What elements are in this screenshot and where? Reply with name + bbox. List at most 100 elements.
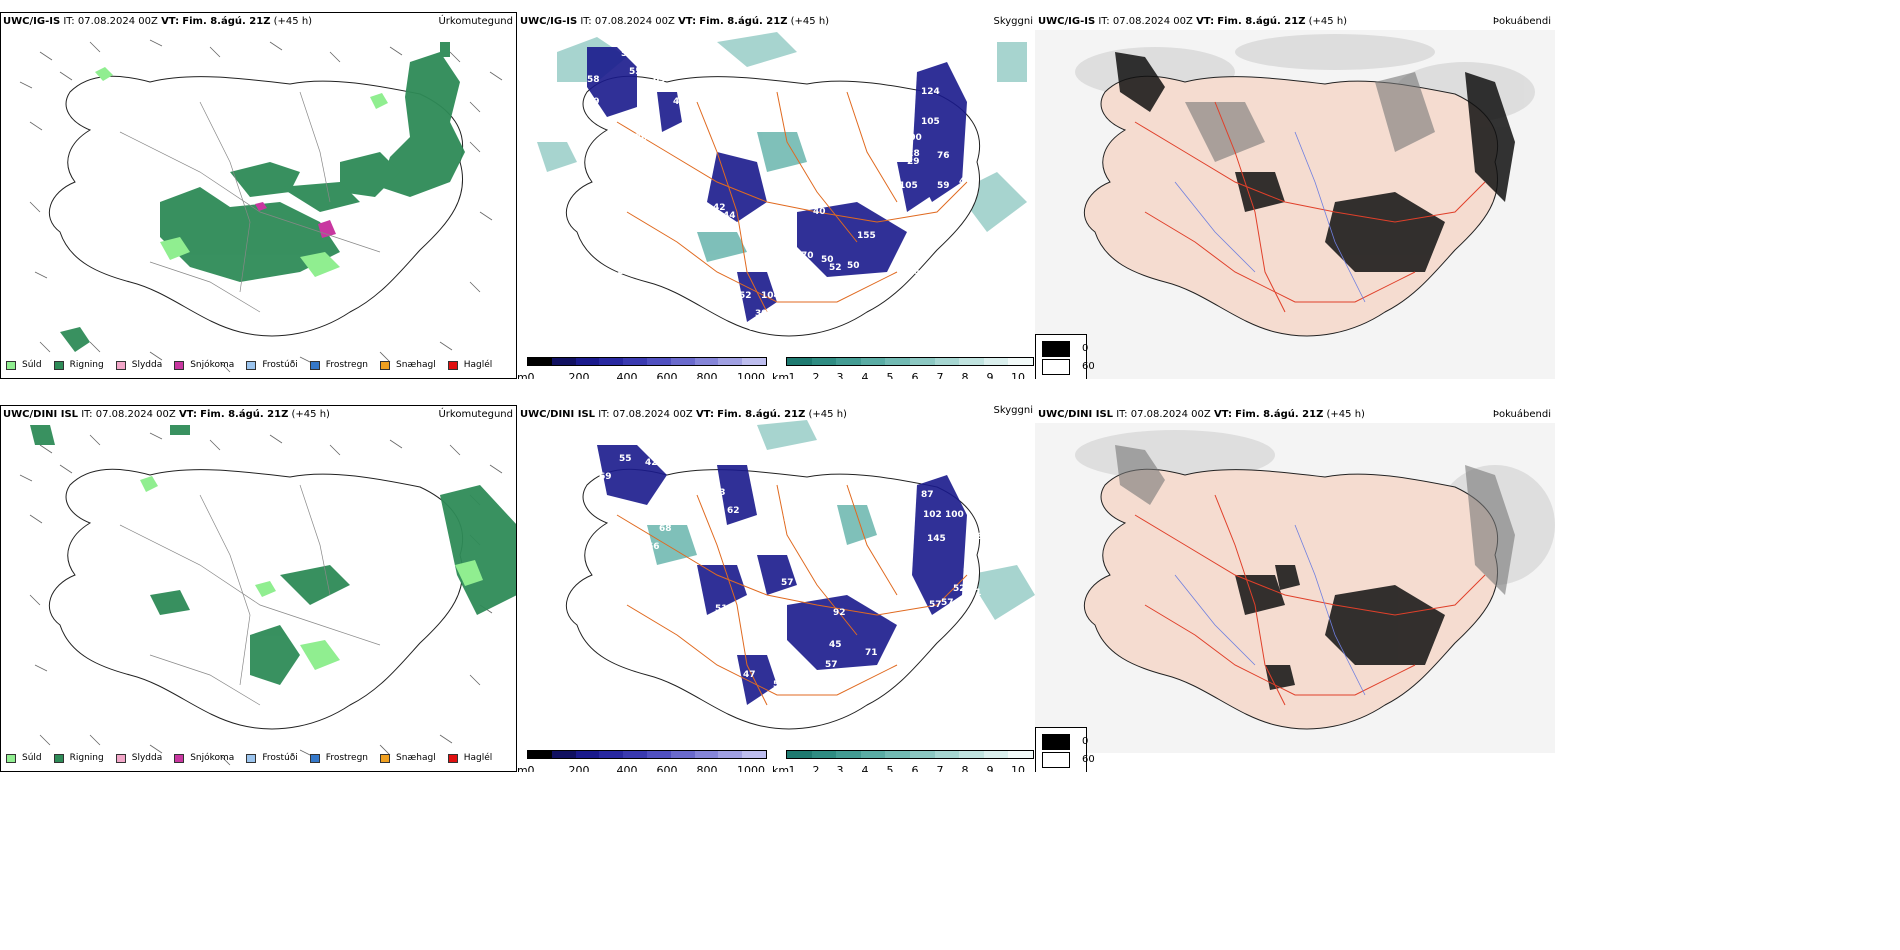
visibility-colorbar: km 1 2 3 4 5 6 7 8 9 10 (772, 750, 1034, 772)
cloudbase-map-bottom: 67 55 42 69 49 68 66 63 62 53 72 91 57 51 57 92 45 57 71 47… (517, 405, 1035, 772)
precip-legend: Súld Rigning Slydda Snjókoma Frostúði Fr… (6, 753, 504, 763)
cloud-base-label: 95 (965, 554, 978, 564)
cloud-base-label: 16 (825, 155, 838, 165)
legend-item-rigning: Rigning (53, 753, 104, 763)
cloud-base-label: 51 (715, 604, 728, 614)
cloud-base-label: 51 (969, 588, 982, 598)
cloud-base-label: 47 (959, 177, 972, 187)
visibility-unit: km (772, 764, 790, 772)
legend-item-hagel: Haglél (447, 753, 492, 763)
it-value: 07.08.2024 00Z (95, 409, 176, 420)
panel-title-cloud: Skyggni (993, 16, 1033, 27)
cloud-base-label: 50 (821, 255, 834, 265)
cloud-base-label: 52 (953, 584, 966, 594)
cloudbase-unit: m (517, 764, 528, 772)
cloudbase-tick: 400 (616, 371, 638, 379)
cloud-base-label: 56 (621, 49, 634, 59)
it-value: 07.08.2024 00Z (77, 16, 158, 27)
it-value: 07.08.2024 00Z (612, 409, 693, 420)
it-value: 07.08.2024 00Z (1130, 409, 1211, 420)
it-label: IT: (580, 16, 592, 27)
cloudbase-tick: 1000 (737, 764, 765, 772)
legend-item-snaehagl: Snæhagl (380, 360, 436, 370)
vt-value: Fim. 8.ágú. 21Z (717, 409, 806, 420)
visibility-tick: 6 (911, 371, 919, 379)
fog-index-map-bottom: UWC/DINI ISL IT: 07.08.2024 00Z VT: Fim.… (1035, 405, 1555, 772)
visibility-tick: 5 (886, 371, 894, 379)
visibility-colorbar: km 1 2 3 4 5 6 7 8 9 10 (772, 357, 1034, 379)
cloud-base-label: 105 (899, 181, 918, 191)
vt-label: VT: (695, 409, 714, 420)
fog-legend-swatch-light (1042, 752, 1070, 768)
fog-index-map-top: UWC/IG-IS IT: 07.08.2024 00Z VT: Fim. 8.… (1035, 12, 1555, 379)
cloudbase-colorbar: m 0 200 400 600 800 1000 (517, 750, 772, 772)
cloud-base-label: 47 (673, 97, 686, 107)
panel-title-fog: Þokuábendi (1492, 409, 1551, 420)
fog-map-graphic (1035, 423, 1555, 753)
cloud-base-label: 42 (713, 203, 726, 213)
cloud-base-label: 57 (825, 660, 838, 670)
visibility-tick: 2 (812, 371, 820, 379)
lead-time: (+45 h) (291, 409, 330, 420)
panel-title-precip: Úrkomutegund (438, 409, 513, 420)
visibility-tick: 9 (986, 764, 994, 772)
fog-legend: 0 60 (1035, 727, 1095, 772)
legend-item-frostudi: Frostúði (246, 360, 298, 370)
precip-type-map-top: UWC/IG-IS IT: 07.08.2024 00Z VT: Fim. 8.… (0, 12, 517, 379)
it-label: IT: (1116, 409, 1128, 420)
visibility-tick: 1 (788, 764, 796, 772)
fog-legend-swatch-dark (1042, 734, 1070, 750)
vt-label: VT: (678, 16, 697, 27)
cloud-base-label: 102 (923, 510, 942, 520)
lead-time: (+45 h) (808, 409, 847, 420)
visibility-tick: 2 (812, 764, 820, 772)
lead-time: (+45 h) (1326, 409, 1365, 420)
cloud-base-label: 104 (761, 291, 780, 301)
legend-item-frostudi: Frostúði (246, 753, 298, 763)
cloud-base-label: 73 (963, 568, 976, 578)
model-name: UWC/DINI ISL (3, 409, 79, 420)
cloudbase-tick: 0 (527, 764, 535, 772)
visibility-tick: 3 (836, 764, 844, 772)
cloud-base-label: 105 (921, 117, 940, 127)
model-name: UWC/IG-IS (520, 16, 578, 27)
cloudbase-tick: 600 (656, 371, 678, 379)
cloud-base-label: 52 (739, 291, 752, 301)
fog-map-graphic (1035, 30, 1555, 379)
cloud-base-label: 145 (927, 534, 946, 544)
cloud-base-label: 66 (647, 542, 660, 552)
cloud-base-label: 67 (629, 438, 642, 448)
cloud-base-label: 85 (901, 115, 914, 125)
cloud-base-label: 49 (667, 478, 680, 488)
precip-type-map-bottom: UWC/DINI ISL IT: 07.08.2024 00Z VT: Fim.… (0, 405, 517, 772)
cloud-base-label: 38 (749, 323, 762, 333)
visibility-tick: 5 (886, 764, 894, 772)
vt-value: Fim. 8.ágú. 21Z (1217, 16, 1306, 27)
fog-legend-swatch-light (1042, 359, 1070, 375)
cloud-base-label: 35 (769, 209, 782, 219)
vt-value: Fim. 8.ágú. 21Z (182, 16, 271, 27)
vt-label: VT: (178, 409, 197, 420)
cloud-base-label: 68 (659, 524, 672, 534)
legend-item-suld: Súld (6, 753, 42, 763)
panel-header: UWC/IG-IS IT: 07.08.2024 00Z VT: Fim. 8.… (1038, 16, 1347, 28)
cloud-base-label: 63 (713, 488, 726, 498)
lead-time: (+45 h) (273, 16, 313, 27)
cloud-base-label: 55 (633, 51, 646, 61)
visibility-tick: 8 (961, 371, 969, 379)
cloud-base-label: 87 (775, 187, 788, 197)
vt-label: VT: (1213, 409, 1232, 420)
cloud-base-label: 38 (745, 710, 758, 720)
cloud-base-label: 53 (927, 237, 940, 247)
cloud-base-label: 56 (645, 65, 658, 75)
visibility-tick: 9 (986, 371, 994, 379)
panel-header: UWC/DINI ISL IT: 07.08.2024 00Z VT: Fim.… (3, 409, 330, 421)
fog-legend-label: 60 (1082, 361, 1095, 372)
cloud-base-label: 55 (629, 67, 642, 77)
cloud-base-label: 100 (903, 133, 922, 143)
precip-map-graphic (19, 425, 517, 766)
cloud-base-label: 155 (857, 231, 876, 241)
legend-item-snjokoma: Snjókoma (174, 360, 234, 370)
cloudbase-tick: 600 (656, 764, 678, 772)
cloud-base-label: 72 (783, 514, 796, 524)
